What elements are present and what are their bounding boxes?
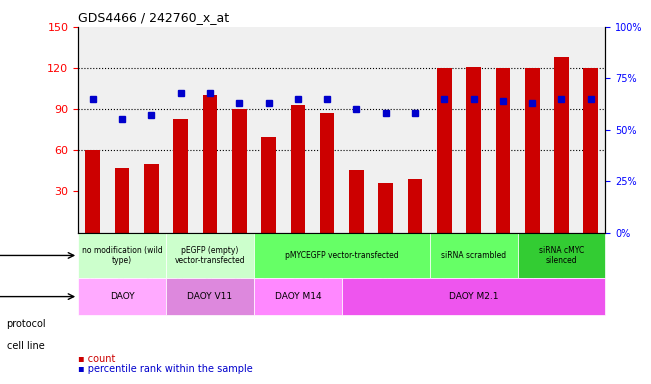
Bar [525,68,540,233]
Text: ▪ count: ▪ count [78,354,115,364]
Text: no modification (wild
type): no modification (wild type) [81,246,163,265]
Bar [261,137,276,233]
Bar [144,164,159,233]
Bar [378,183,393,233]
Bar [554,57,569,233]
FancyBboxPatch shape [430,233,518,278]
Text: siRNA scrambled: siRNA scrambled [441,251,506,260]
Text: pEGFP (empty)
vector-transfected: pEGFP (empty) vector-transfected [174,246,245,265]
Bar [495,68,510,233]
FancyBboxPatch shape [166,233,254,278]
Text: DAOY M14: DAOY M14 [275,292,321,301]
Bar [349,169,364,233]
Bar [115,168,130,233]
FancyBboxPatch shape [78,278,166,315]
Text: cell line: cell line [7,341,44,351]
Text: GDS4466 / 242760_x_at: GDS4466 / 242760_x_at [78,11,229,24]
Text: ▪ percentile rank within the sample: ▪ percentile rank within the sample [78,364,253,374]
Bar [290,105,305,233]
FancyBboxPatch shape [166,278,254,315]
Text: protocol: protocol [7,319,46,329]
Text: DAOY V11: DAOY V11 [187,292,232,301]
Text: DAOY: DAOY [110,292,134,301]
Bar [232,109,247,233]
Bar [408,179,422,233]
Bar [173,119,188,233]
Bar [583,68,598,233]
Text: DAOY M2.1: DAOY M2.1 [449,292,499,301]
Bar [85,150,100,233]
FancyBboxPatch shape [518,233,605,278]
FancyBboxPatch shape [78,233,166,278]
Bar [320,113,335,233]
Bar [202,96,217,233]
Bar [437,68,452,233]
FancyBboxPatch shape [342,278,605,315]
FancyBboxPatch shape [254,233,430,278]
Bar [466,67,481,233]
FancyBboxPatch shape [254,278,342,315]
Text: pMYCEGFP vector-transfected: pMYCEGFP vector-transfected [285,251,398,260]
Text: siRNA cMYC
silenced: siRNA cMYC silenced [539,246,584,265]
